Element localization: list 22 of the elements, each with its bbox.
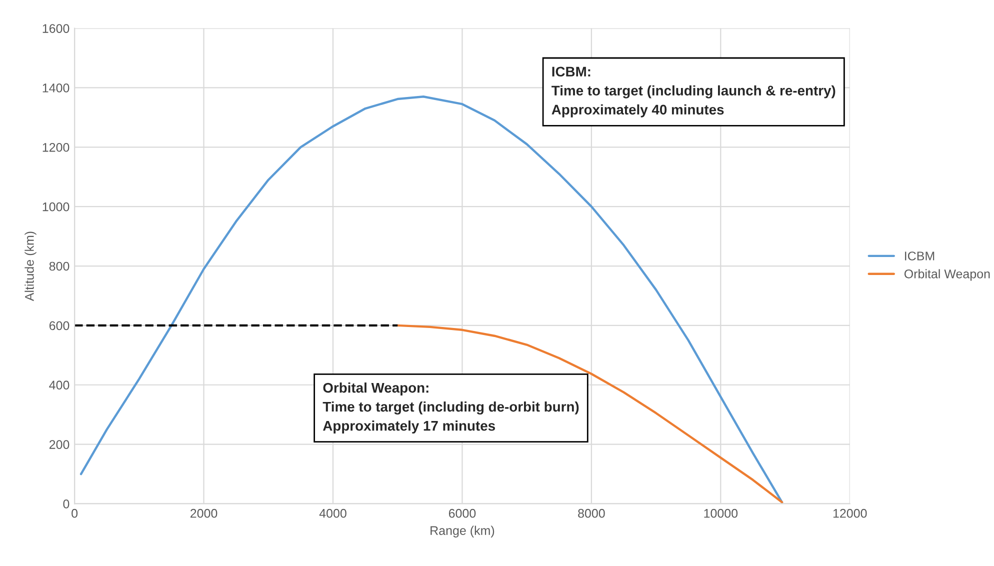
y-tick-label: 1200 bbox=[42, 142, 70, 152]
x-axis-title: Range (km) bbox=[430, 526, 494, 538]
y-tick-label: 600 bbox=[49, 321, 70, 330]
x-tick-label: 10000 bbox=[704, 508, 738, 518]
legend-label: Orbital Weapon bbox=[904, 269, 990, 281]
y-tick-label: 0 bbox=[63, 500, 70, 508]
x-tick-label: 8000 bbox=[578, 508, 605, 518]
x-tick-label: 0 bbox=[72, 508, 78, 518]
x-tick-label: 12000 bbox=[833, 508, 867, 518]
x-tick-label: 4000 bbox=[319, 508, 346, 518]
y-tick-label: 800 bbox=[49, 262, 70, 271]
annotation: ICBM: Time to target (including launch & re-entry) Approximately 40 minutes bbox=[552, 66, 836, 118]
y-tick-label: 200 bbox=[49, 440, 70, 449]
x-tick-label: 6000 bbox=[448, 508, 476, 518]
y-axis-title: Altitude (km) bbox=[24, 232, 36, 302]
y-tick-label: 1600 bbox=[42, 24, 70, 33]
y-tick-label: 1000 bbox=[42, 202, 70, 212]
y-tick-label: 400 bbox=[49, 380, 70, 390]
x-tick-label: 2000 bbox=[190, 508, 218, 518]
legend-label: ICBM bbox=[905, 252, 934, 260]
annotation: Orbital Weapon: Time to target (including de-orbit burn) Approximately 17 minutes bbox=[322, 382, 579, 434]
y-tick-label: 1400 bbox=[42, 84, 70, 92]
